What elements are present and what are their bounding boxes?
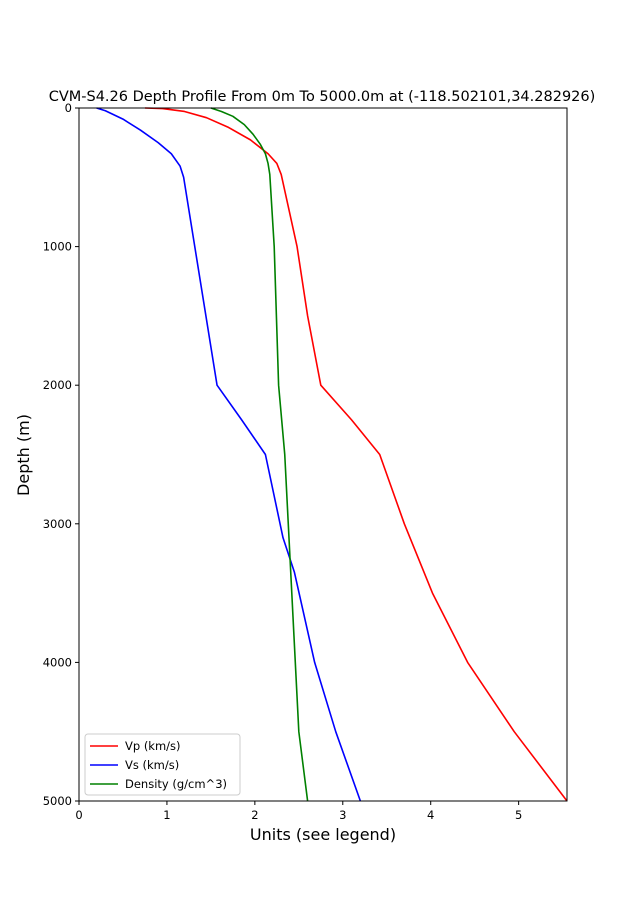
y-tick-label: 2000 bbox=[43, 378, 72, 392]
x-tick-label: 5 bbox=[515, 808, 522, 822]
x-tick-label: 2 bbox=[251, 808, 258, 822]
y-axis-label: Depth (m) bbox=[14, 414, 33, 496]
chart-title: CVM-S4.26 Depth Profile From 0m To 5000.… bbox=[49, 89, 596, 105]
x-axis-ticks: 0 1 2 3 4 5 bbox=[75, 801, 522, 822]
x-tick-label: 4 bbox=[427, 808, 434, 822]
series-line-2 bbox=[210, 107, 309, 802]
legend-label: Vp (km/s) bbox=[125, 739, 181, 753]
x-tick-label: 1 bbox=[163, 808, 170, 822]
legend-label: Vs (km/s) bbox=[125, 758, 179, 772]
y-tick-label: 5000 bbox=[43, 794, 72, 808]
y-tick-label: 0 bbox=[65, 101, 72, 115]
legend: Vp (km/s) Vs (km/s) Density (g/cm^3) bbox=[84, 733, 241, 796]
y-axis-ticks: 0 1000 2000 3000 4000 5000 bbox=[43, 101, 79, 808]
y-tick-label: 1000 bbox=[43, 240, 72, 254]
series-line-1 bbox=[96, 107, 362, 802]
plot-lines bbox=[96, 107, 568, 802]
y-tick-label: 4000 bbox=[43, 655, 72, 669]
x-tick-label: 0 bbox=[75, 808, 82, 822]
series-line-0 bbox=[144, 107, 568, 802]
x-axis-label: Units (see legend) bbox=[250, 825, 396, 844]
plot-frame bbox=[78, 107, 568, 802]
legend-label: Density (g/cm^3) bbox=[125, 777, 227, 791]
x-tick-label: 3 bbox=[339, 808, 346, 822]
y-tick-label: 3000 bbox=[43, 517, 72, 531]
legend-box bbox=[84, 733, 241, 796]
